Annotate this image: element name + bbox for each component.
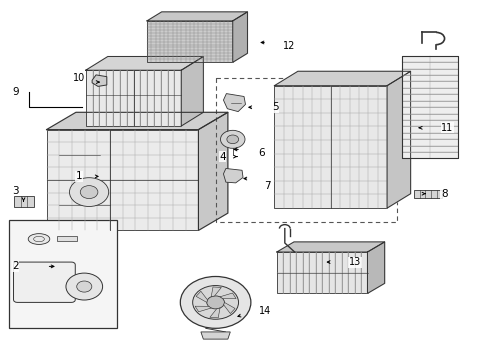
Text: 1: 1 xyxy=(76,171,83,181)
Bar xyxy=(277,252,368,293)
Circle shape xyxy=(80,186,98,199)
Polygon shape xyxy=(211,287,221,297)
Polygon shape xyxy=(196,291,207,302)
Polygon shape xyxy=(210,308,220,318)
Polygon shape xyxy=(233,12,247,62)
Bar xyxy=(86,70,181,126)
Polygon shape xyxy=(223,168,243,183)
Text: 5: 5 xyxy=(272,102,279,112)
FancyBboxPatch shape xyxy=(14,262,75,302)
Bar xyxy=(402,56,458,158)
Polygon shape xyxy=(274,71,411,86)
Bar xyxy=(402,56,458,158)
Circle shape xyxy=(77,281,92,292)
Polygon shape xyxy=(198,112,228,230)
Bar xyxy=(216,78,397,222)
Ellipse shape xyxy=(28,234,50,244)
Bar xyxy=(57,236,77,241)
Circle shape xyxy=(227,135,239,144)
Bar xyxy=(47,130,198,230)
Polygon shape xyxy=(147,12,247,21)
Text: 3: 3 xyxy=(12,186,19,196)
Polygon shape xyxy=(201,332,230,339)
Polygon shape xyxy=(92,75,107,86)
Circle shape xyxy=(180,276,251,328)
Polygon shape xyxy=(86,57,203,70)
Text: 12: 12 xyxy=(283,41,295,51)
Polygon shape xyxy=(220,293,236,298)
Polygon shape xyxy=(387,71,411,208)
Circle shape xyxy=(207,296,224,309)
Text: 4: 4 xyxy=(219,152,226,162)
Text: 14: 14 xyxy=(259,306,271,316)
Bar xyxy=(414,190,442,198)
Text: 9: 9 xyxy=(12,87,19,97)
Text: 7: 7 xyxy=(264,181,270,192)
Bar xyxy=(274,86,387,208)
Polygon shape xyxy=(224,302,235,314)
Polygon shape xyxy=(47,112,228,130)
Polygon shape xyxy=(195,306,211,312)
Bar xyxy=(147,21,233,62)
Polygon shape xyxy=(181,57,203,126)
Polygon shape xyxy=(277,242,385,252)
Circle shape xyxy=(70,178,109,207)
Text: 8: 8 xyxy=(441,189,448,199)
Text: 6: 6 xyxy=(259,148,266,158)
Bar xyxy=(14,196,34,207)
Text: 2: 2 xyxy=(12,261,19,271)
Polygon shape xyxy=(223,94,245,112)
Polygon shape xyxy=(368,242,385,293)
Bar xyxy=(9,220,117,328)
Text: 10: 10 xyxy=(73,73,85,84)
Text: 11: 11 xyxy=(441,123,453,133)
Circle shape xyxy=(220,130,245,148)
Circle shape xyxy=(66,273,102,300)
Circle shape xyxy=(193,285,239,319)
Text: 13: 13 xyxy=(349,257,361,267)
